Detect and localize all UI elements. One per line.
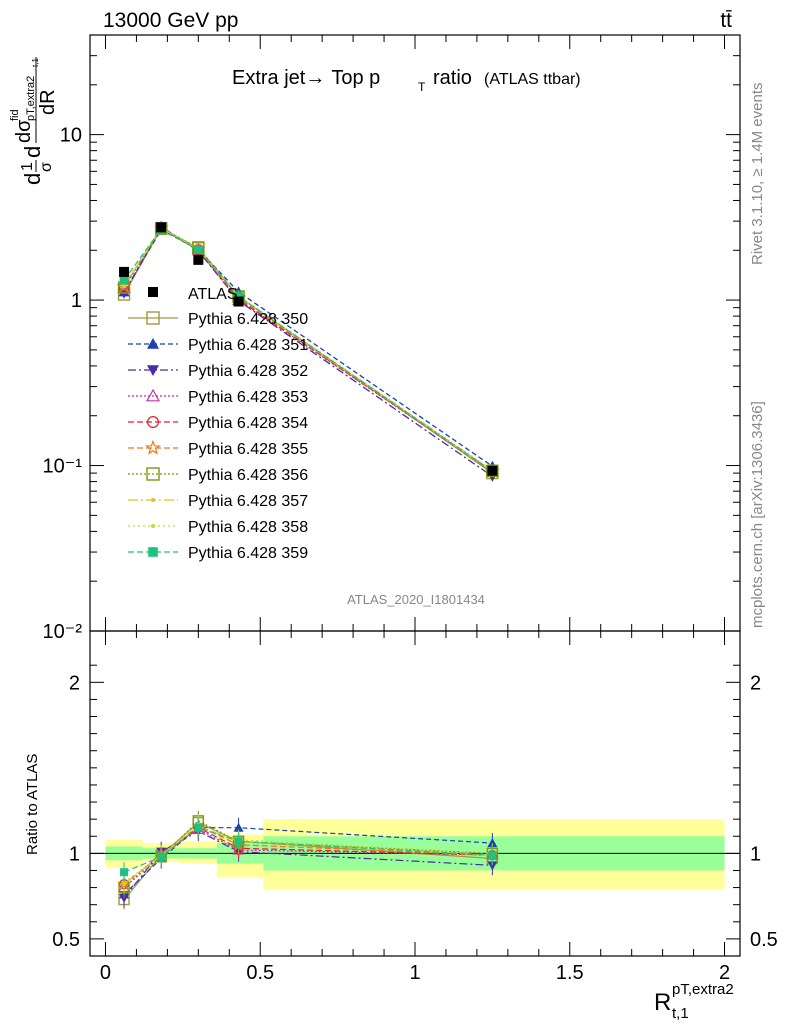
legend-label: Pythia 6.428 351	[188, 337, 308, 354]
rivet-label: Rivet 3.1.10, ≥ 1.4M events	[749, 83, 766, 266]
series-point	[193, 245, 203, 254]
ylabel-sup: fid	[9, 109, 21, 121]
mcplots-label: mcplots.cern.ch [arXiv:1306.3436]	[749, 401, 766, 628]
legend-label: Pythia 6.428 358	[188, 519, 308, 536]
atlas-point	[487, 465, 498, 476]
ylabel-sigma: σ	[38, 162, 55, 172]
svg-text:Extra jet→Top p: Extra jet→ Top p	[232, 67, 380, 89]
atlas-point	[119, 266, 130, 277]
x-tick-label: 2	[719, 962, 730, 984]
legend-marker	[147, 365, 159, 376]
main-frame	[89, 34, 741, 632]
ratio-point	[488, 851, 497, 860]
ylabel-den: dR	[37, 89, 59, 115]
title-sub: T	[418, 80, 426, 94]
legend-label: Pythia 6.428 355	[188, 441, 308, 458]
legend-label: Pythia 6.428 350	[188, 311, 308, 328]
ratio-point	[120, 868, 129, 877]
legend: ATLAS Pythia 6.428 350 Pythia 6.428 351 Pyt…	[128, 286, 308, 562]
legend-atlas-label: ATLAS	[188, 286, 238, 303]
ratio-y-tick-label: 0.5	[52, 929, 80, 951]
x-tick-label: 0	[100, 962, 111, 984]
y-tick-label: 10⁻²	[43, 621, 83, 643]
y-tick-label: 1	[71, 290, 82, 312]
ratio-point	[194, 823, 203, 832]
x-tick-label: 1.5	[556, 962, 584, 984]
main-series-layer	[116, 220, 500, 482]
chart-title: Extra jet→ Top p T ratio (ATLAS ttbar)	[232, 67, 581, 94]
ylabel-one: 1	[19, 162, 36, 171]
ylabel-sub1: pT,extra2	[25, 76, 37, 121]
xlabel-sub: t,1	[672, 1005, 689, 1022]
legend-marker	[147, 416, 160, 429]
y-tick-label: 10	[60, 125, 82, 147]
ratio-axis-ticks: 0.5 0.5 1 1 2 2 0 0.5 1 1.5 2	[52, 35, 778, 984]
ratio-line	[123, 823, 493, 883]
legend-marker	[146, 467, 160, 481]
ylabel-d1: d	[20, 173, 45, 185]
ratio-y-tick-label-right: 2	[750, 672, 761, 694]
title-top: Top p	[331, 67, 380, 89]
ratio-y-label: Ratio to ATLAS	[24, 754, 41, 855]
atlas-point	[233, 296, 244, 307]
ratio-point	[234, 837, 243, 846]
ratio-point	[122, 880, 127, 885]
legend-marker	[148, 547, 158, 557]
legend-marker	[146, 311, 160, 325]
x-tick-label: 0.5	[246, 962, 274, 984]
ratio-y-tick-label: 2	[69, 672, 80, 694]
main-axis-ticks: 10⁻² 10⁻¹ 1 10	[43, 34, 740, 643]
series-line	[123, 228, 493, 467]
ylabel-dsigma: dσ	[13, 119, 35, 143]
legend-marker	[151, 498, 155, 502]
energy-label: 13000 GeV pp	[103, 9, 238, 32]
legend-label: Pythia 6.428 353	[188, 389, 308, 406]
title-note: (ATLAS ttbar)	[484, 71, 581, 88]
atlas-point	[193, 254, 204, 265]
series-point	[119, 275, 129, 285]
legend-marker	[145, 439, 161, 455]
ratio-point	[487, 861, 498, 871]
ratio-point	[233, 822, 244, 832]
ylabel-d2: d	[20, 146, 45, 158]
atlas-data-layer	[119, 222, 498, 476]
ratio-point	[487, 838, 498, 848]
legend-label: Pythia 6.428 354	[188, 415, 308, 432]
title-arrow: →	[305, 67, 325, 89]
ratio-y-tick-label-right: 1	[750, 843, 761, 865]
ratio-y-tick-label-right: 0.5	[750, 929, 778, 951]
xlabel-sup: pT,extra2	[672, 981, 734, 998]
x-axis-label: R pT,extra2 t,1	[654, 981, 734, 1022]
y-axis-label: d 1 σ d dσ fid pT,extra2 t,1 dR	[9, 57, 59, 185]
title-ratio: ratio	[433, 67, 472, 89]
series-line	[123, 227, 493, 474]
legend-label: Pythia 6.428 357	[188, 493, 308, 510]
ratio-point	[157, 852, 166, 861]
analysis-id: ATLAS_2020_I1801434	[347, 592, 485, 607]
y-tick-label: 10⁻¹	[43, 456, 83, 478]
legend-label: Pythia 6.428 356	[188, 467, 308, 484]
legend-marker	[151, 524, 155, 528]
ratio-point	[119, 893, 130, 903]
x-tick-label: 1	[409, 962, 420, 984]
series-line	[123, 226, 493, 473]
legend-atlas-marker	[148, 287, 158, 297]
title-main: Extra jet	[232, 67, 306, 89]
legend-marker	[147, 338, 159, 349]
atlas-point	[156, 222, 167, 233]
series-point	[486, 464, 499, 477]
legend-marker	[145, 388, 161, 402]
legend-label: Pythia 6.428 359	[188, 545, 308, 562]
legend-label: Pythia 6.428 352	[188, 363, 308, 380]
series-line	[123, 225, 493, 477]
process-label: tt̄	[720, 9, 732, 32]
ratio-frame	[89, 630, 741, 957]
ratio-series-layer	[117, 810, 500, 910]
ratio-y-tick-label: 1	[69, 843, 80, 865]
xlabel-main: R	[654, 989, 671, 1016]
